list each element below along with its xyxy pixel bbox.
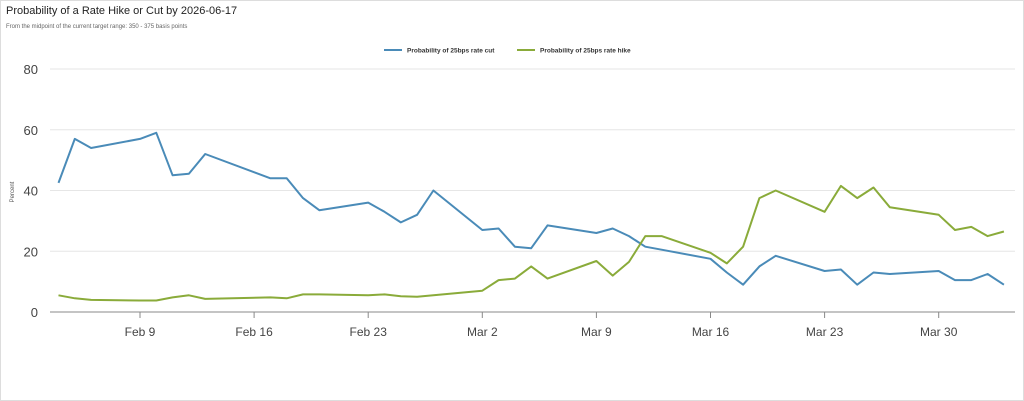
x-tick-label: Feb 9 — [125, 325, 156, 339]
chart-title: Probability of a Rate Hike or Cut by 202… — [6, 5, 238, 17]
y-tick-label: 40 — [24, 184, 38, 199]
series-line-rate-cut — [57, 131, 1005, 286]
legend-label: Probability of 25bps rate hike — [540, 48, 631, 55]
y-tick-label: 0 — [31, 305, 38, 320]
y-axis-label: Percent — [10, 181, 16, 202]
x-tick-label: Mar 23 — [806, 325, 844, 339]
x-tick-label: Feb 16 — [235, 325, 273, 339]
y-tick-label: 60 — [24, 123, 38, 138]
x-tick-label: Feb 23 — [350, 325, 388, 339]
chart-subtitle: From the midpoint of the current target … — [6, 24, 188, 30]
series-line-rate-hike — [58, 184, 1005, 302]
x-tick-label: Mar 9 — [581, 325, 612, 339]
y-tick-label: 80 — [24, 62, 38, 77]
y-tick-label: 20 — [24, 244, 38, 259]
x-tick-label: Mar 30 — [920, 325, 958, 339]
x-tick-label: Mar 16 — [692, 325, 730, 339]
x-tick-label: Mar 2 — [467, 325, 498, 339]
legend-label: Probability of 25bps rate cut — [407, 48, 495, 55]
